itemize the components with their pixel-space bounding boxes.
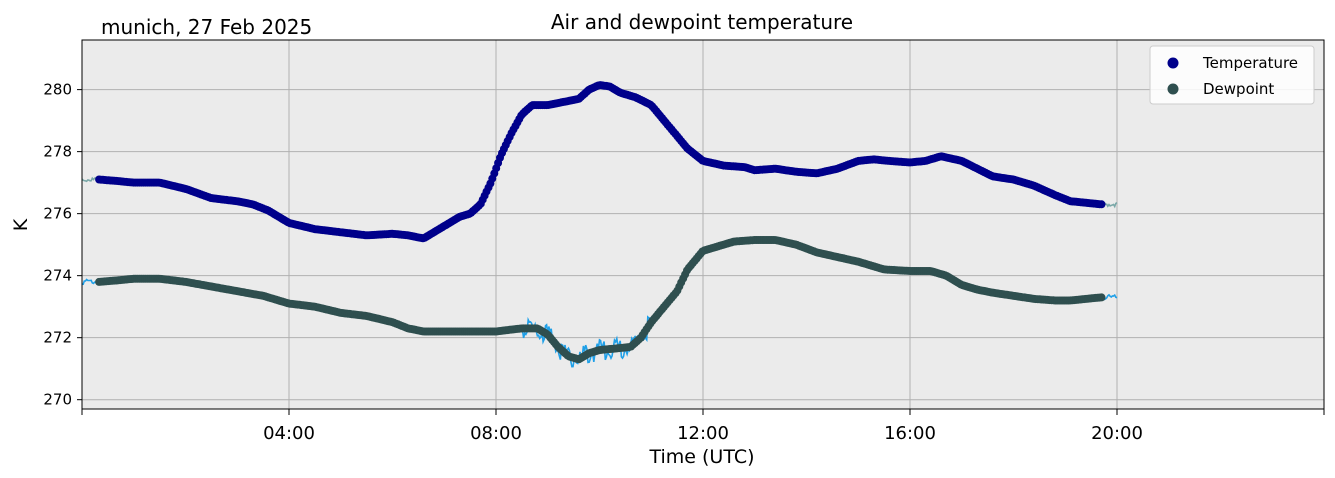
- legend-label-dewpoint: Dewpoint: [1203, 80, 1274, 98]
- legend-marker-temperature: [1167, 57, 1179, 69]
- legend-marker-dewpoint: [1167, 83, 1179, 95]
- x-tick-label: 08:00: [470, 423, 522, 444]
- x-tick-label: 20:00: [1091, 423, 1143, 444]
- chart-title: Air and dewpoint temperature: [551, 10, 853, 34]
- x-tick-label: 04:00: [263, 423, 315, 444]
- data-points: [95, 81, 1106, 364]
- data-point-dewpoint: [1097, 293, 1106, 302]
- y-axis-label: K: [10, 218, 32, 231]
- y-tick-label: 274: [43, 267, 72, 285]
- series-dewpoint: [95, 236, 1106, 364]
- y-tick-label: 276: [43, 205, 72, 223]
- legend: Temperature Dewpoint: [1149, 45, 1315, 105]
- axis-ticks: 04:00 08:00 12:00 16:00 20:00 270 272 274 276 278…: [43, 81, 1325, 444]
- y-tick-label: 278: [43, 143, 72, 161]
- y-tick-label: 280: [43, 81, 72, 99]
- legend-box: [1149, 45, 1315, 105]
- y-tick-label: 272: [43, 329, 72, 347]
- data-point-temperature: [1097, 200, 1106, 209]
- grid-lines: [82, 40, 1324, 409]
- y-tick-label: 270: [43, 391, 72, 409]
- x-tick-label: 16:00: [884, 423, 936, 444]
- series-temperature: [95, 81, 1106, 243]
- x-tick-label: 12:00: [677, 423, 729, 444]
- legend-label-temperature: Temperature: [1202, 54, 1298, 72]
- x-axis-label: Time (UTC): [648, 446, 754, 468]
- location-date-label: munich, 27 Feb 2025: [101, 15, 312, 39]
